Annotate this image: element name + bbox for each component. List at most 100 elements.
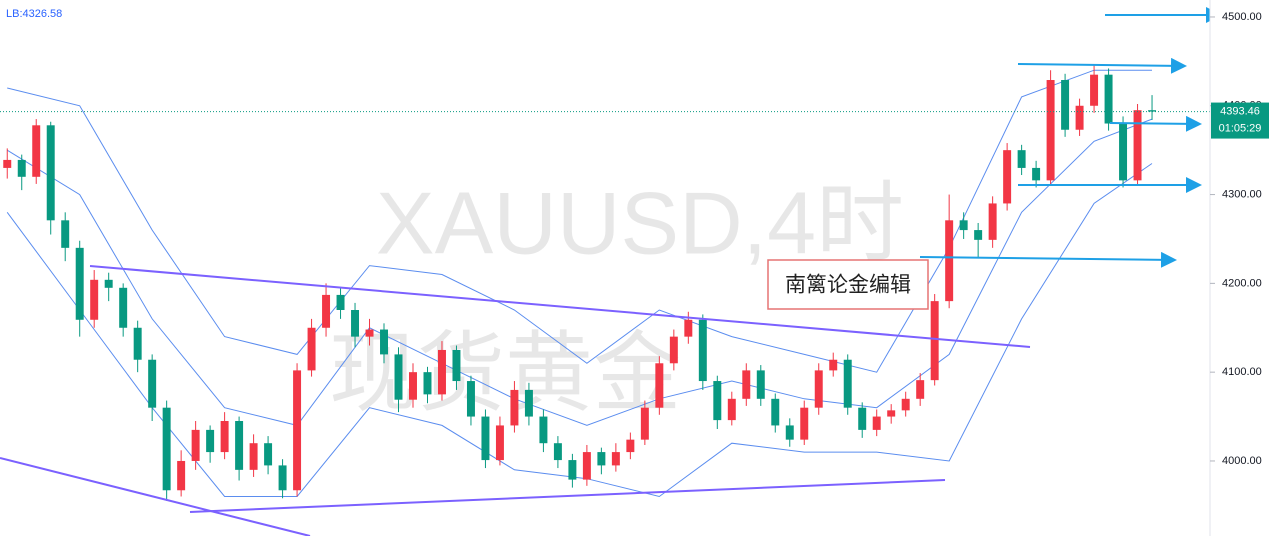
candle-body bbox=[1133, 110, 1142, 181]
candle-body bbox=[524, 389, 533, 417]
candle-body bbox=[1148, 110, 1157, 112]
candle-body bbox=[206, 429, 215, 453]
candle-body bbox=[264, 443, 273, 466]
candle-body bbox=[17, 159, 26, 177]
bollinger-band bbox=[6, 118, 1153, 426]
candle-body bbox=[1046, 80, 1055, 181]
plot-area bbox=[0, 64, 1210, 501]
drawings bbox=[0, 7, 1222, 537]
candle-body bbox=[61, 220, 70, 248]
candle-body bbox=[380, 329, 388, 355]
candle-body bbox=[684, 319, 693, 337]
candle-body bbox=[756, 370, 765, 399]
candle-body bbox=[32, 125, 41, 177]
candle-body bbox=[177, 460, 186, 491]
candle-body bbox=[858, 407, 867, 430]
candle-body bbox=[351, 310, 360, 337]
arrow-line bbox=[1109, 115, 1202, 132]
candle-body bbox=[698, 319, 707, 382]
candle-body bbox=[829, 359, 838, 371]
candle-body bbox=[539, 416, 548, 444]
candle-body bbox=[75, 247, 84, 320]
last-price-box bbox=[1211, 102, 1269, 139]
candle-body bbox=[452, 349, 461, 382]
candle-body bbox=[843, 359, 852, 408]
candle-body bbox=[510, 389, 519, 426]
y-tick-label: 4500.00 bbox=[1222, 11, 1262, 23]
candle-body bbox=[611, 452, 620, 466]
candle-body bbox=[278, 465, 287, 491]
candle-body bbox=[1104, 74, 1113, 124]
price-axis bbox=[1210, 0, 1278, 536]
candle-body bbox=[974, 230, 983, 240]
candle-body bbox=[959, 220, 968, 231]
trend-line bbox=[0, 457, 311, 537]
candle-body bbox=[626, 439, 635, 453]
candle-body bbox=[162, 407, 171, 491]
candle-body bbox=[249, 443, 258, 470]
candle-body bbox=[713, 381, 722, 421]
candle-body bbox=[568, 460, 577, 480]
arrow-line bbox=[1017, 57, 1187, 74]
countdown: 01:05:29 bbox=[1219, 122, 1262, 134]
candle-body bbox=[1003, 150, 1012, 204]
candle-body bbox=[742, 370, 751, 399]
legend-text: LB:4326.58 bbox=[6, 8, 62, 20]
candle-body bbox=[336, 294, 345, 311]
candle-body bbox=[235, 421, 244, 470]
candle-body bbox=[785, 425, 794, 440]
candle-body bbox=[771, 398, 780, 426]
candle-body bbox=[437, 349, 446, 395]
candle-body bbox=[322, 294, 331, 328]
candle-body bbox=[90, 279, 99, 320]
y-tick-label: 4100.00 bbox=[1222, 366, 1262, 378]
candle-body bbox=[1119, 123, 1128, 181]
candle-body bbox=[916, 380, 925, 399]
note: 南篱论金编辑 bbox=[785, 274, 911, 297]
candle-body bbox=[800, 407, 809, 440]
candle-body bbox=[423, 372, 432, 395]
bollinger-band bbox=[7, 69, 1152, 373]
candle-body bbox=[553, 443, 562, 461]
candle-body bbox=[119, 287, 128, 328]
candle-body bbox=[466, 381, 475, 417]
candle-body bbox=[669, 336, 678, 364]
candle-body bbox=[988, 203, 997, 240]
candle-body bbox=[148, 359, 157, 408]
candle-body bbox=[1032, 167, 1041, 181]
candle-body bbox=[1075, 105, 1084, 130]
arrow-line bbox=[919, 251, 1177, 268]
y-tick-label: 4300.00 bbox=[1222, 188, 1262, 200]
candle-body bbox=[394, 354, 403, 400]
candle-body bbox=[582, 452, 591, 480]
candle-body bbox=[930, 301, 939, 381]
candle-body bbox=[104, 279, 113, 288]
candle-body bbox=[655, 363, 664, 408]
candle-body bbox=[1061, 80, 1070, 130]
watermark: XAUUSD,4时 bbox=[376, 173, 904, 272]
y-tick-label: 4200.00 bbox=[1222, 277, 1262, 289]
y-tick-label: 4000.00 bbox=[1222, 455, 1262, 467]
candle-body bbox=[901, 398, 910, 411]
candle-body bbox=[887, 410, 896, 417]
candle-body bbox=[3, 159, 12, 168]
candle-body bbox=[46, 125, 55, 221]
candle-body bbox=[220, 421, 229, 453]
trend-line bbox=[89, 265, 1031, 348]
candle-body bbox=[945, 220, 954, 302]
candle-body bbox=[727, 398, 736, 421]
candle-body bbox=[293, 370, 302, 491]
last-price-label: 4393.46 bbox=[1220, 105, 1260, 117]
note-box bbox=[767, 259, 929, 310]
candle-body bbox=[409, 372, 417, 400]
candle-body bbox=[365, 329, 374, 337]
y-axis: 4000.004100.004200.004300.004400.004500.… bbox=[1210, 11, 1269, 467]
candle-body bbox=[495, 425, 504, 461]
candle-body bbox=[133, 327, 142, 360]
candle-body bbox=[597, 452, 606, 466]
candle-body bbox=[307, 327, 316, 371]
candle-body bbox=[481, 416, 490, 461]
candle-body bbox=[872, 416, 881, 430]
candle-body bbox=[1090, 74, 1099, 106]
candle-body bbox=[640, 407, 649, 440]
